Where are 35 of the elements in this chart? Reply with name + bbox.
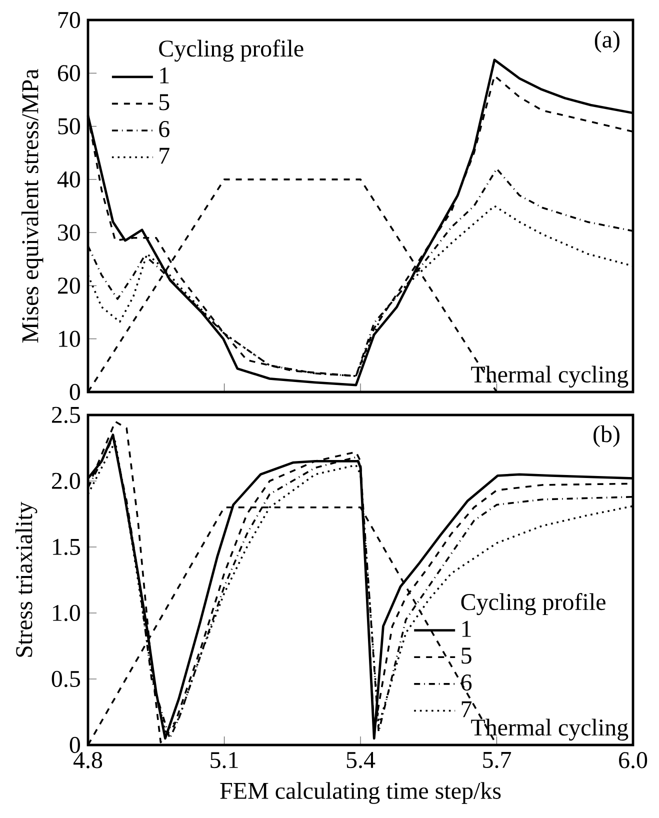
legend-label: 5: [462, 648, 472, 664]
legend-label: 1: [462, 620, 471, 637]
y-tick-label: 1.0: [53, 604, 80, 622]
y-axis-title: Mises equivalent stress/MPa: [21, 69, 44, 343]
y-axis-title: Stress triaxiality: [15, 502, 38, 657]
y-tick-label: 0.5: [52, 670, 80, 688]
x-tick-label: 6.0: [619, 752, 648, 768]
y-tick-label: 0: [70, 384, 80, 400]
annotation: (a): [594, 30, 620, 53]
y-tick-label: 2.0: [52, 472, 80, 490]
y-tick-label: 1.5: [53, 538, 80, 556]
legend-label: 6: [159, 121, 170, 138]
y-tick-label: 60: [58, 65, 80, 82]
y-tick-label: 50: [58, 118, 80, 134]
annotation: (b): [594, 425, 620, 448]
series-label: Thermal cycling: [471, 718, 628, 741]
legend-label: 1: [160, 67, 169, 84]
series-label: Thermal cycling: [471, 366, 628, 388]
x-tick-label: 5.1: [210, 752, 238, 768]
x-axis-title: FEM calculating time step/ks: [220, 782, 501, 804]
y-tick-label: 70: [58, 12, 80, 28]
x-tick-label: 5.4: [346, 752, 376, 768]
legend-label: 5: [160, 94, 170, 110]
legend-title: Cycling profile: [461, 593, 606, 616]
legend-title: Cycling profile: [159, 40, 304, 62]
legend-label: 7: [462, 701, 472, 718]
y-tick-label: 20: [58, 278, 80, 294]
legend-label: 7: [160, 148, 170, 164]
x-tick-label: 5.7: [483, 752, 512, 768]
x-tick-label: 4.8: [73, 752, 102, 768]
y-tick-label: 0: [70, 736, 80, 754]
y-tick-label: 40: [57, 171, 80, 188]
y-tick-label: 30: [58, 224, 80, 241]
y-tick-label: 10: [59, 330, 80, 347]
y-tick-label: 2.5: [52, 406, 80, 424]
